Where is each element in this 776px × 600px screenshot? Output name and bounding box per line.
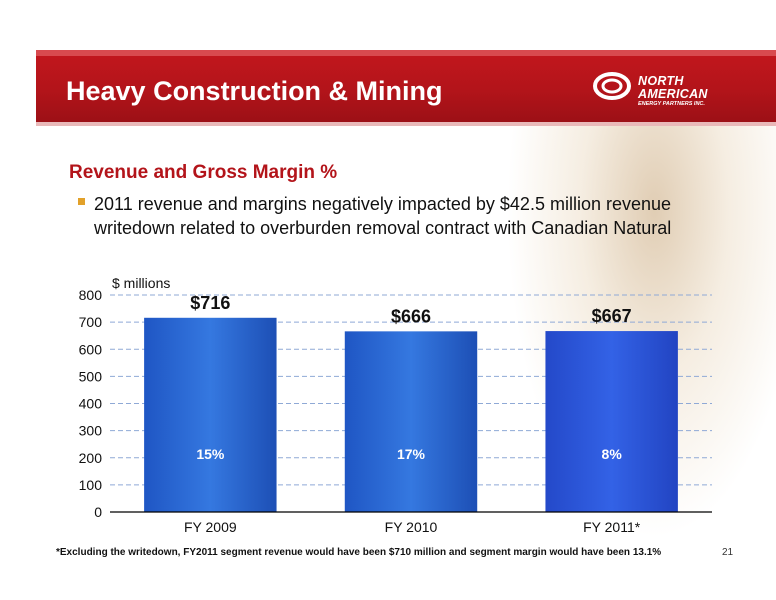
bullet-marker	[78, 198, 85, 205]
company-logo: NORTH AMERICAN ENERGY PARTNERS INC.	[580, 60, 740, 112]
bullet-text: 2011 revenue and margins negatively impa…	[94, 194, 672, 238]
x-tick-label: FY 2010	[385, 519, 438, 535]
y-tick-label: 700	[79, 314, 103, 330]
section-subtitle: Revenue and Gross Margin %	[69, 162, 338, 183]
y-tick-label: 300	[79, 423, 103, 439]
footnote: *Excluding the writedown, FY2011 segment…	[56, 547, 662, 558]
bar-value-label: $716	[190, 293, 230, 313]
y-tick-label: 0	[94, 504, 102, 520]
bar-value-label: $667	[592, 306, 632, 326]
y-tick-label: 800	[79, 287, 103, 303]
y-tick-label: 100	[79, 477, 103, 493]
margin-label: 15%	[196, 446, 225, 462]
logo-text-american: AMERICAN	[638, 87, 708, 101]
bar-fy-2009	[144, 317, 277, 512]
page-title: Heavy Construction & Mining	[66, 76, 443, 106]
y-tick-label: 600	[79, 341, 103, 357]
logo-text-north: NORTH	[638, 74, 684, 88]
data-labels: $716 15% $666 17% $667 8%	[190, 293, 631, 462]
y-tick-label: 200	[79, 450, 103, 466]
y-tick-label: 400	[79, 396, 103, 412]
y-axis-label: $ millions	[112, 275, 170, 291]
axes: 0 100 200 300 400 500 600 700 800 FY 2009 FY 2010 F…	[79, 287, 712, 535]
page-number: 21	[722, 547, 734, 558]
margin-label: 17%	[397, 446, 426, 462]
logo-swirl-icon	[593, 72, 631, 100]
bar-fy-2010	[344, 331, 478, 512]
bars	[144, 317, 678, 512]
bar-value-label: $666	[391, 306, 431, 326]
y-tick-label: 500	[79, 368, 103, 384]
title-banner	[36, 50, 776, 126]
x-tick-label: FY 2009	[184, 519, 237, 535]
margin-label: 8%	[602, 446, 623, 462]
logo-text-subtitle: ENERGY PARTNERS INC.	[638, 101, 705, 107]
x-tick-label: FY 2011*	[583, 519, 641, 535]
bar-fy-2011	[545, 331, 678, 512]
